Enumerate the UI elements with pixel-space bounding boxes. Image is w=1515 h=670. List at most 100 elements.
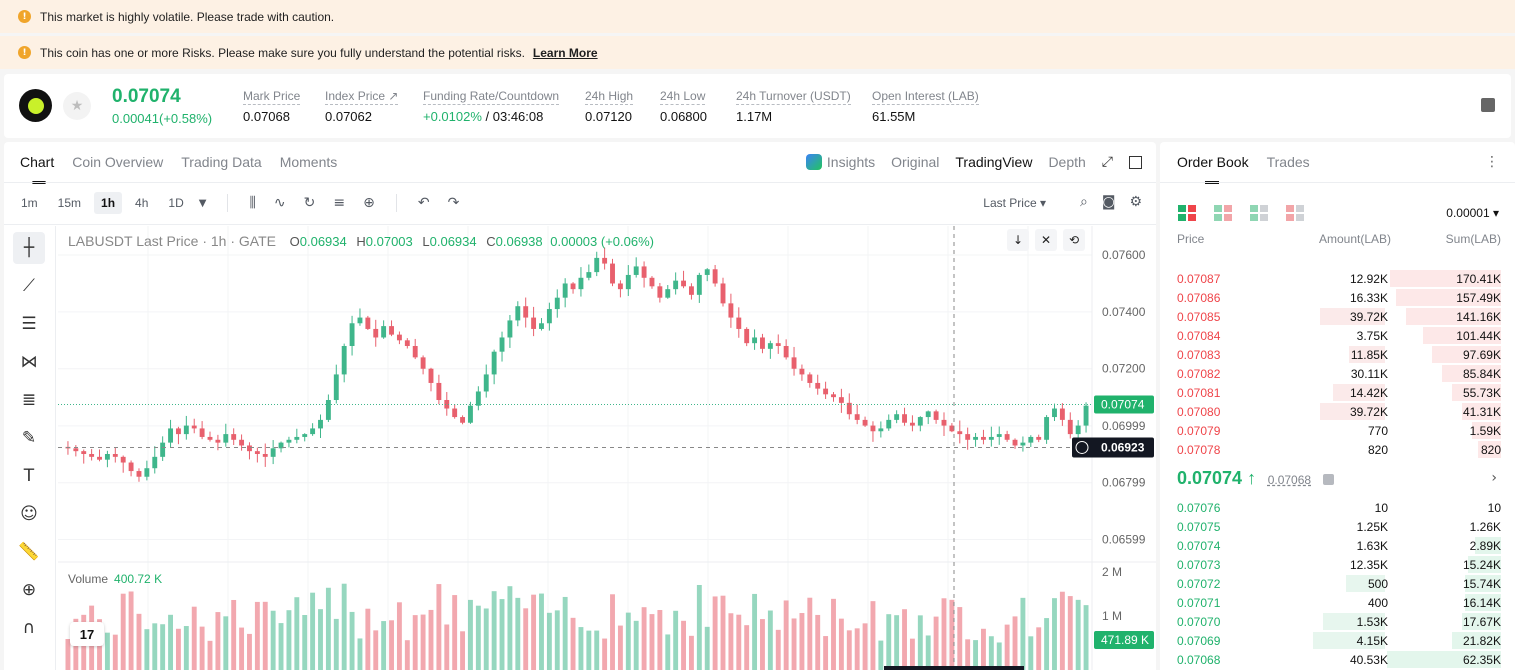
view-tradingview[interactable]: TradingView [955,154,1033,170]
volume-bar [823,636,829,670]
view-both-icon[interactable] [1178,205,1196,221]
sum-cell: 157.49K [1456,291,1501,305]
view-bids-icon[interactable] [1250,205,1268,221]
horizontal-lines-icon[interactable]: ☰ [21,314,37,334]
candle-body [404,340,410,346]
volume-bar [1067,596,1073,670]
candle-body [767,343,773,349]
candle-body [412,346,418,358]
interval-1m[interactable]: 1m [21,196,38,210]
candle-body [1052,408,1057,418]
warning-icon: ! [18,46,31,59]
search-icon[interactable]: ⌕ [1080,194,1088,210]
ask-row[interactable]: 0.07086 16.33K 157.49K [1160,288,1515,307]
shield-icon [1322,474,1334,485]
candle-body [1036,436,1042,440]
bid-row[interactable]: 0.07068 40.53K 62.35K [1160,650,1515,669]
tab-chart[interactable]: Chart [20,154,55,184]
ask-row[interactable]: 0.07078 820 820 [1160,440,1515,459]
ruler-icon[interactable]: 📏 [18,542,40,562]
interval-dropdown-icon[interactable]: ▼ [198,197,207,209]
bid-row[interactable]: 0.07073 12.35K 15.24K [1160,555,1515,574]
ask-row[interactable]: 0.07085 39.72K 141.16K [1160,307,1515,326]
more-options-icon[interactable]: ⋮ [1485,154,1499,170]
price-cell: 0.07070 [1177,615,1221,629]
view-mixed-icon[interactable] [1214,205,1232,221]
ask-row[interactable]: 0.07081 14.42K 55.73K [1160,383,1515,402]
candle-type-icon[interactable]: ⫼ [249,195,256,211]
fullscreen-icon[interactable] [1129,155,1142,169]
view-original[interactable]: Original [891,154,940,170]
crosshair-icon[interactable]: ┼ [13,232,45,264]
candle-body [1028,436,1034,443]
bid-row[interactable]: 0.07075 1.25K 1.26K [1160,517,1515,536]
learn-more-link[interactable]: Learn More [532,45,598,60]
chevron-right-icon[interactable]: › [1491,470,1497,486]
candle-body [681,280,686,287]
candle-body [570,283,576,290]
compare-icon[interactable]: ↻ [303,195,316,211]
indicators-icon[interactable]: ∿ [273,195,286,211]
volume-bar [862,623,868,670]
interval-1h[interactable]: 1h [94,192,123,214]
tab-moments[interactable]: Moments [279,154,338,170]
tab-trades[interactable]: Trades [1266,154,1310,170]
stat-index-price[interactable]: Index Price ↗ 0.07062 [325,89,399,124]
bid-row[interactable]: 0.07076 10 10 [1160,498,1515,517]
interval-15m[interactable]: 15m [57,196,82,210]
stat-mark-price[interactable]: Mark Price 0.07068 [243,89,301,124]
view-depth[interactable]: Depth [1048,154,1086,170]
pattern-icon[interactable]: ⋈ [20,352,38,372]
price-source-select[interactable]: Last Price ▾ [983,196,1046,210]
stat-funding-rate[interactable]: Funding Rate/Countdown +0.0102% / 03:46:… [423,89,560,124]
tradingview-logo-icon[interactable]: 17 [70,622,104,646]
undo-icon[interactable]: ↶ [417,195,430,211]
text-icon[interactable]: T [23,466,35,486]
magnet-icon[interactable]: ∩ [22,618,36,638]
ask-row[interactable]: 0.07079 770 1.59K [1160,421,1515,440]
settings-gear-icon[interactable]: ⚙ [1129,194,1142,210]
tab-trading-data[interactable]: Trading Data [181,154,262,170]
redo-icon[interactable]: ↷ [447,195,460,211]
tab-order-book[interactable]: Order Book [1177,154,1249,184]
trend-line-icon[interactable]: ⟋ [23,276,35,296]
volume-tick-label: 2 M [1102,565,1122,579]
ask-row[interactable]: 0.07082 30.11K 85.84K [1160,364,1515,383]
camera-icon[interactable]: ◙ [1101,194,1116,210]
scroll-down-icon[interactable]: ↓ [1007,229,1029,251]
collapse-icon[interactable]: ✕ [1035,229,1057,251]
ask-row[interactable]: 0.07083 11.85K 97.69K [1160,345,1515,364]
interval-1d[interactable]: 1D [168,196,184,210]
volume-bar [870,601,876,670]
bid-row[interactable]: 0.07072 500 15.74K [1160,574,1515,593]
precision-select[interactable]: 0.00001 ▾ [1446,206,1499,220]
sum-cell: 820 [1480,443,1501,457]
candle-body [925,411,931,418]
bid-row[interactable]: 0.07074 1.63K 2.89K [1160,536,1515,555]
guide-book-icon[interactable] [1481,98,1495,112]
zoom-in-icon[interactable]: ⊕ [21,580,37,600]
tab-coin-overview[interactable]: Coin Overview [72,154,164,170]
templates-icon[interactable]: ≡ [333,195,346,211]
bid-row[interactable]: 0.07070 1.53K 17.67K [1160,612,1515,631]
reset-icon[interactable]: ⟲ [1063,229,1085,251]
price-chart[interactable]: 0.07600 0.07400 0.07200 0.06999 0.06799 0.065… [58,226,1156,670]
candle-body [223,434,229,443]
ask-row[interactable]: 0.07087 12.92K 170.41K [1160,269,1515,288]
add-indicator-icon[interactable]: ⊕ [363,195,375,211]
ask-row[interactable]: 0.07080 39.72K 41.31K [1160,402,1515,421]
expand-icon[interactable]: ⤢ [1101,154,1113,170]
candle-body [965,434,971,440]
view-asks-icon[interactable] [1286,205,1304,221]
bid-row[interactable]: 0.07071 400 16.14K [1160,593,1515,612]
interval-4h[interactable]: 4h [135,196,149,210]
fib-retracement-icon[interactable]: ≣ [21,390,37,410]
volume-bar [1036,627,1042,670]
brush-icon[interactable]: ✎ [21,428,37,448]
favorite-star-icon[interactable]: ★ [63,92,91,120]
insights-button[interactable]: Insights [805,154,875,170]
volume-bar [696,584,702,670]
bid-row[interactable]: 0.07069 4.15K 21.82K [1160,631,1515,650]
emoji-icon[interactable]: ☺ [20,504,38,524]
ask-row[interactable]: 0.07084 3.75K 101.44K [1160,326,1515,345]
